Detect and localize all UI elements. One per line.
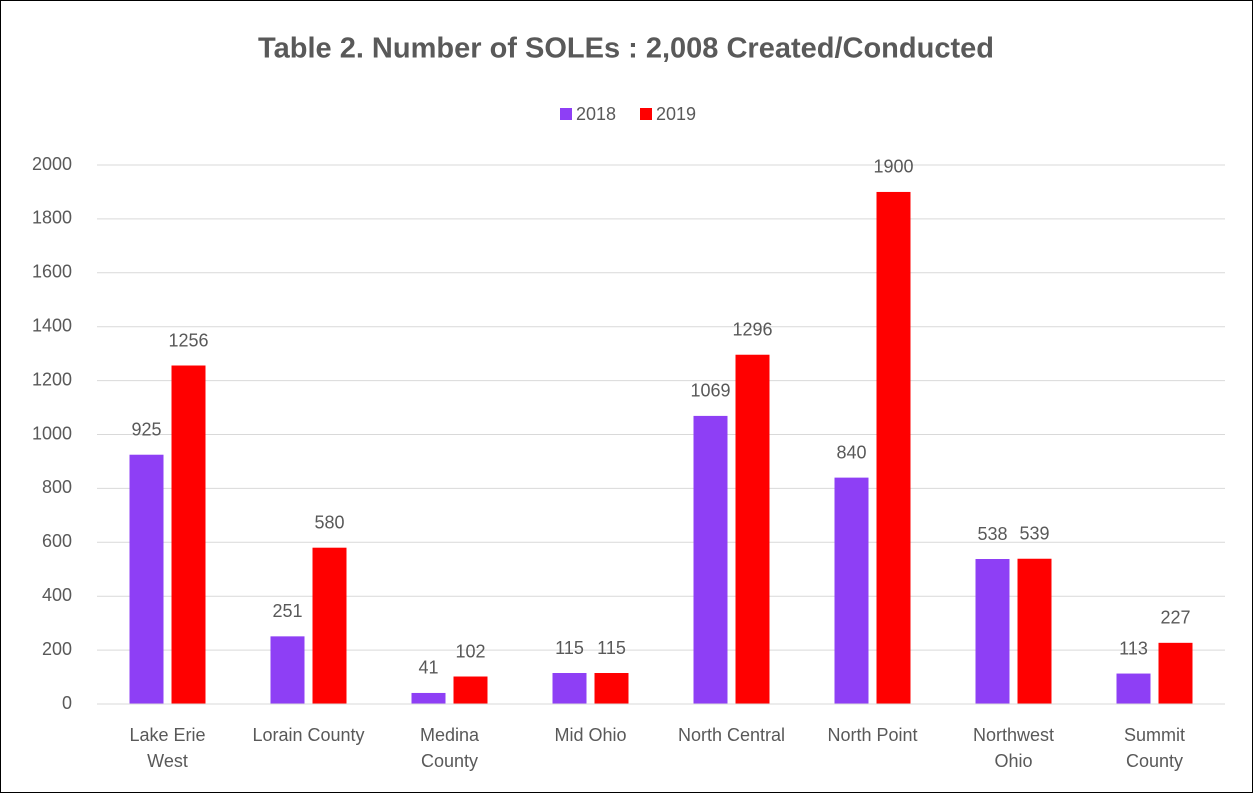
data-label: 1256 [168, 330, 208, 350]
bar [834, 477, 869, 704]
x-tick-label: North Point [827, 725, 918, 745]
legend-swatch [560, 108, 572, 120]
bar [1017, 558, 1052, 704]
bar [129, 454, 164, 704]
chart-title: Table 2. Number of SOLEs : 2,008 Created… [258, 33, 994, 65]
bar [453, 676, 488, 704]
bar [1158, 642, 1193, 704]
bar [552, 673, 587, 704]
data-label: 115 [555, 638, 584, 658]
data-label: 41 [418, 658, 438, 678]
y-tick-label: 1600 [32, 262, 72, 282]
bar [594, 673, 629, 704]
y-tick-label: 200 [42, 639, 72, 659]
data-label: 1069 [690, 381, 730, 401]
data-label: 580 [314, 512, 344, 532]
bar [411, 692, 446, 704]
x-tick-label: Mid Ohio [554, 725, 627, 745]
data-label: 113 [1119, 638, 1148, 658]
x-tick-label: Summit County [1123, 725, 1185, 771]
data-label: 227 [1160, 608, 1190, 628]
y-tick-label: 1000 [32, 423, 72, 443]
bar [171, 365, 206, 704]
bar [312, 547, 347, 704]
y-tick-label: 1200 [32, 369, 72, 389]
x-tick-label: North Central [677, 725, 786, 745]
data-label: 251 [272, 601, 302, 621]
bar [270, 636, 305, 704]
y-tick-label: 0 [62, 693, 72, 713]
bar [975, 559, 1010, 704]
data-label: 539 [1019, 523, 1049, 543]
legend-label: 2019 [656, 104, 696, 124]
y-tick-label: 1400 [32, 315, 72, 335]
legend-swatch [640, 108, 652, 120]
data-label: 925 [131, 419, 161, 439]
data-label: 538 [977, 524, 1007, 544]
y-tick-label: 800 [42, 477, 72, 497]
x-tick-label: Lorain County [252, 725, 365, 745]
bar [876, 191, 911, 704]
y-tick-label: 1800 [32, 208, 72, 228]
data-label: 115 [597, 638, 626, 658]
y-tick-label: 400 [42, 585, 72, 605]
bar [693, 415, 728, 704]
data-label: 1900 [873, 157, 913, 177]
bar [735, 354, 770, 704]
y-tick-label: 2000 [32, 154, 72, 174]
bar [1116, 673, 1151, 704]
x-tick-label: Lake Erie West [129, 725, 206, 771]
data-label: 1296 [732, 319, 772, 339]
data-label: 102 [455, 641, 485, 661]
x-tick-label: Northwest Ohio [972, 725, 1055, 771]
y-tick-label: 600 [42, 531, 72, 551]
legend-label: 2018 [576, 104, 616, 124]
data-label: 840 [836, 442, 866, 462]
x-tick-label: Medina County [419, 725, 480, 771]
